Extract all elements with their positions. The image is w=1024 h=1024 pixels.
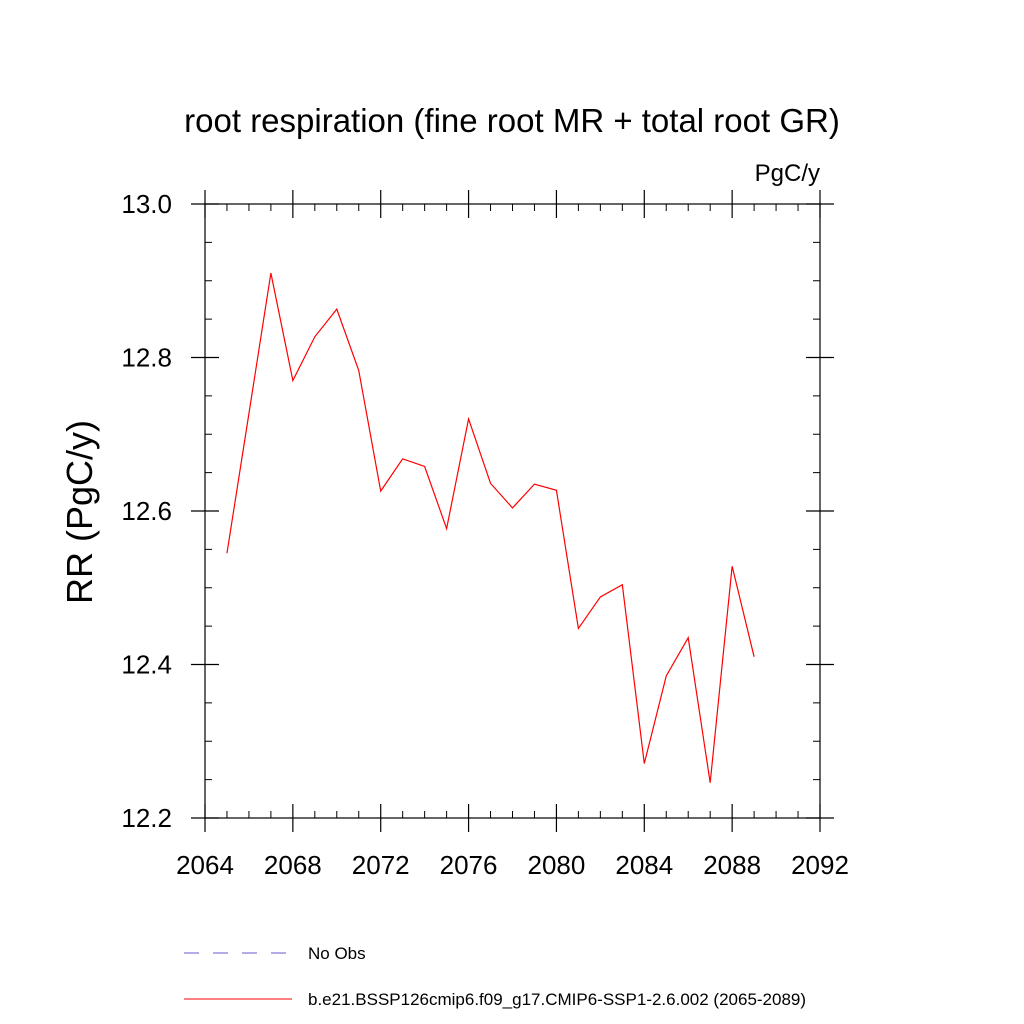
chart-title: root respiration (fine root MR + total r… bbox=[184, 102, 840, 139]
legend-label: No Obs bbox=[308, 944, 366, 963]
series-group bbox=[226, 272, 755, 783]
tick-labels: 2064 2068 2072 2076 2080 2084 2088 2092 12.2 12.4… bbox=[121, 189, 849, 880]
x-tick-label: 2092 bbox=[791, 850, 849, 880]
x-tick-label: 2080 bbox=[528, 850, 586, 880]
series-line bbox=[226, 272, 755, 783]
x-tick-label: 2072 bbox=[352, 850, 410, 880]
x-tick-label: 2076 bbox=[440, 850, 498, 880]
y-axis-label: RR (PgC/y) bbox=[59, 420, 100, 604]
y-tick-label: 12.6 bbox=[121, 496, 172, 526]
x-tick-label: 2064 bbox=[176, 850, 234, 880]
y-tick-label: 12.2 bbox=[121, 803, 172, 833]
x-tick-label: 2068 bbox=[264, 850, 322, 880]
x-tick-label: 2084 bbox=[615, 850, 673, 880]
y-tick-label: 13.0 bbox=[121, 189, 172, 219]
x-tick-label: 2088 bbox=[703, 850, 761, 880]
y-tick-label: 12.4 bbox=[121, 650, 172, 680]
legend-label: b.e21.BSSP126cmip6.f09_g17.CMIP6-SSP1-2.… bbox=[308, 990, 806, 1009]
units-label: PgC/y bbox=[755, 160, 820, 187]
plot-frame bbox=[204, 203, 821, 819]
y-tick-label: 12.8 bbox=[121, 343, 172, 373]
axis-ticks bbox=[191, 190, 834, 832]
legend: No Obs b.e21.BSSP126cmip6.f09_g17.CMIP6-S… bbox=[184, 944, 806, 1009]
